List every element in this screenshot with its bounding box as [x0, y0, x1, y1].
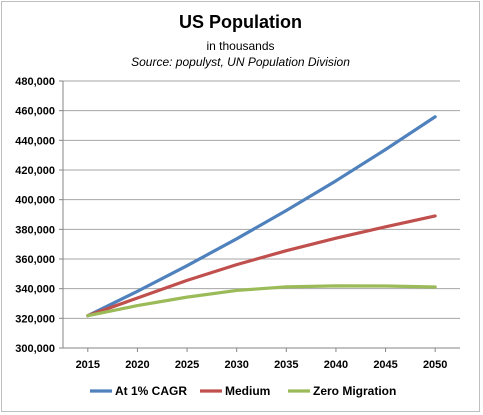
x-tick-label: 2020 [125, 359, 149, 371]
y-tick-label: 320,000 [15, 313, 55, 325]
y-tick-label: 300,000 [15, 343, 55, 355]
y-tick-label: 400,000 [15, 195, 55, 207]
x-tick-label: 2050 [423, 359, 447, 371]
chart-source: Source: populyst, UN Population Division [131, 55, 350, 69]
x-tick-label: 2015 [76, 359, 100, 371]
series-line [86, 284, 437, 318]
y-tick-label: 420,000 [15, 165, 55, 177]
x-tick-label: 2030 [224, 359, 248, 371]
x-tick-label: 2035 [274, 359, 298, 371]
series-line [86, 214, 437, 318]
legend-label: Medium [225, 384, 270, 398]
chart-subtitle: in thousands [206, 39, 275, 53]
x-tick-label: 2045 [373, 359, 397, 371]
y-tick-label: 380,000 [15, 224, 55, 236]
legend-label: At 1% CAGR [115, 384, 187, 398]
series-line [86, 115, 437, 318]
chart-title: US Population [179, 12, 302, 32]
x-tick-label: 2040 [324, 359, 348, 371]
y-tick-label: 360,000 [15, 254, 55, 266]
y-tick-label: 440,000 [15, 135, 55, 147]
x-tick-label: 2025 [175, 359, 199, 371]
y-tick-label: 480,000 [15, 76, 55, 88]
y-tick-label: 340,000 [15, 284, 55, 296]
y-tick-label: 460,000 [15, 106, 55, 118]
legend-label: Zero Migration [313, 384, 396, 398]
